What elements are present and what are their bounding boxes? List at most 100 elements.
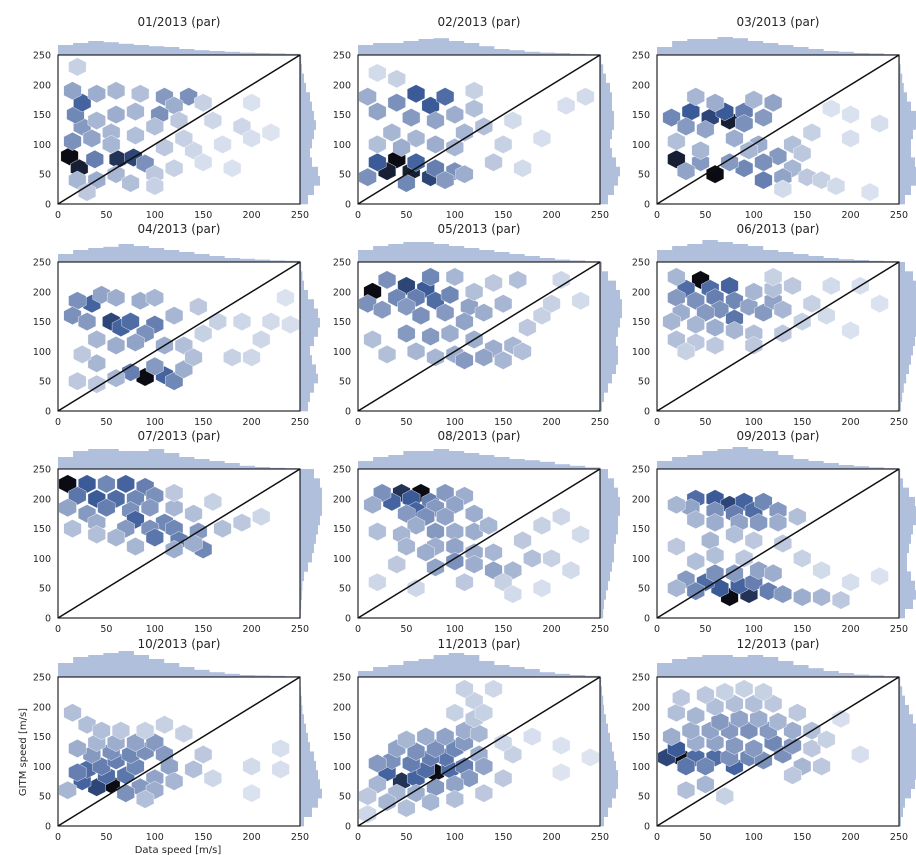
x-marginal-bar xyxy=(388,455,404,469)
y-tick-label: 0 xyxy=(345,822,351,833)
hex-cell xyxy=(706,93,725,113)
x-tick-label: 50 xyxy=(400,624,412,635)
x-tick-label: 200 xyxy=(842,624,860,635)
y-tick-label: 100 xyxy=(632,140,650,151)
x-marginal-bar xyxy=(569,465,586,469)
x-marginal-bar xyxy=(358,250,374,262)
x-marginal-bar xyxy=(702,240,718,262)
hex-cell xyxy=(63,81,82,101)
x-tick-label: 50 xyxy=(400,832,412,843)
y-marginal-bar xyxy=(899,534,911,544)
hex-cell xyxy=(744,90,763,110)
y-marginal-bar xyxy=(899,185,911,195)
hex-cell xyxy=(131,84,150,104)
x-marginal-bar xyxy=(118,244,134,262)
hex-cell xyxy=(102,134,121,154)
panel-title: 11/2013 (par) xyxy=(438,637,521,651)
hex-cell xyxy=(870,294,889,314)
y-tick-label: 150 xyxy=(632,524,650,535)
hex-cell xyxy=(194,152,213,172)
x-tick-label: 200 xyxy=(243,832,261,843)
y-marginal-bar xyxy=(300,704,303,715)
y-marginal-bar xyxy=(300,543,314,554)
y-marginal-bar xyxy=(899,788,911,799)
hex-cell xyxy=(358,294,377,314)
hex-cell xyxy=(710,300,729,320)
y-tick-label: 250 xyxy=(33,258,51,269)
x-marginal-bar xyxy=(672,457,688,469)
y-marginal-bar xyxy=(600,807,608,817)
hex-cell xyxy=(793,143,812,163)
x-marginal-bar xyxy=(494,665,510,677)
x-tick-label: 50 xyxy=(100,417,112,428)
y-marginal-bar xyxy=(899,373,907,384)
hex-cell xyxy=(445,703,464,723)
y-marginal-bar xyxy=(600,336,616,347)
hex-cell xyxy=(397,798,416,818)
y-marginal-bar xyxy=(899,714,913,724)
x-marginal-bar xyxy=(657,461,673,469)
hex-cell xyxy=(358,804,377,824)
x-tick-label: 100 xyxy=(146,624,164,635)
hex-cell xyxy=(725,563,744,583)
panel-title: 01/2013 (par) xyxy=(138,15,221,29)
hex-cell xyxy=(465,81,484,101)
x-marginal-bar xyxy=(687,244,703,262)
y-marginal-bar xyxy=(899,82,904,93)
hex-cell xyxy=(276,288,295,308)
x-marginal-bar xyxy=(762,250,779,262)
y-marginal-bar xyxy=(300,92,310,102)
x-tick-label: 100 xyxy=(745,210,763,221)
x-marginal-bar xyxy=(358,45,374,55)
hex-cell xyxy=(542,294,561,314)
y-marginal-bar xyxy=(600,101,612,112)
hex-cell xyxy=(783,276,802,296)
hex-cell xyxy=(165,498,184,518)
x-marginal-bar xyxy=(687,455,703,469)
x-marginal-bar xyxy=(194,50,210,55)
x-marginal-bar xyxy=(494,252,510,262)
x-marginal-bar xyxy=(778,455,794,469)
x-marginal-bar xyxy=(239,52,255,55)
x-tick-label: 50 xyxy=(699,417,711,428)
x-tick-label: 200 xyxy=(543,417,561,428)
hex-cell xyxy=(436,303,455,323)
hex-cell xyxy=(725,129,744,148)
hex-cell xyxy=(696,120,715,139)
x-marginal-bar xyxy=(539,52,555,55)
x-marginal-bar xyxy=(254,675,271,677)
hex-cell xyxy=(184,347,203,367)
x-marginal-bar xyxy=(762,451,779,469)
y-tick-label: 250 xyxy=(632,51,650,62)
x-marginal-bar xyxy=(403,451,419,469)
hex-cell xyxy=(208,312,227,332)
hex-cell xyxy=(735,114,754,133)
y-marginal-bar xyxy=(899,345,913,356)
x-marginal-bar xyxy=(373,457,389,469)
x-marginal-bar xyxy=(88,655,104,677)
y-marginal-bar xyxy=(300,392,310,402)
y-marginal-bar xyxy=(899,487,909,498)
hex-cell xyxy=(725,321,744,340)
x-marginal-bar xyxy=(403,242,419,262)
x-marginal-bar xyxy=(823,258,839,262)
y-marginal-bar xyxy=(600,262,602,272)
hex-cell xyxy=(788,703,807,723)
y-marginal-bar xyxy=(300,515,320,526)
x-marginal-bar xyxy=(388,665,404,677)
x-tick-label: 250 xyxy=(890,624,908,635)
x-marginal-bar xyxy=(509,254,525,262)
hex-cell xyxy=(571,525,590,544)
y-marginal-bar xyxy=(899,392,903,402)
x-tick-label: 150 xyxy=(793,832,811,843)
hex-cell xyxy=(368,753,387,773)
x-marginal-bar xyxy=(868,675,885,677)
y-marginal-bar xyxy=(300,289,308,300)
hex-cell xyxy=(667,703,686,723)
hex-cell xyxy=(523,727,542,747)
y-tick-label: 0 xyxy=(45,200,51,211)
y-marginal-bar xyxy=(300,166,318,177)
hex-cell xyxy=(232,513,252,533)
y-axis-label: GITM speed [m/s] xyxy=(18,708,29,796)
hex-cell xyxy=(822,276,841,296)
